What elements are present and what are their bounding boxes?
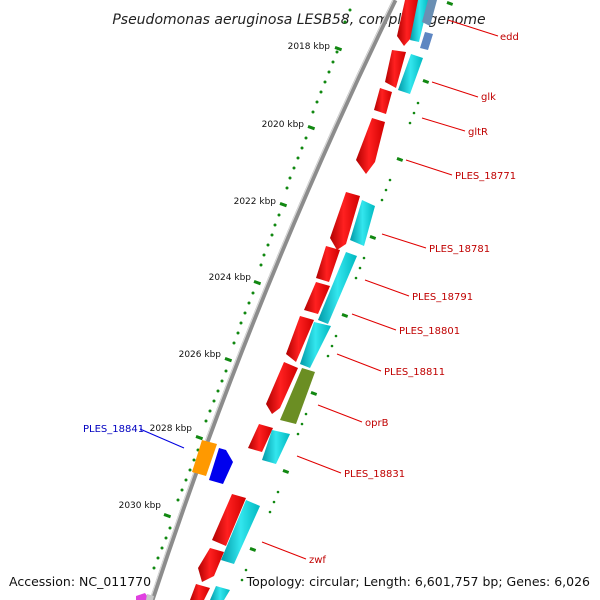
cyan-feature-7[interactable] xyxy=(221,500,260,564)
gene-feature-ples18791-b[interactable] xyxy=(304,282,330,314)
gene-label-ples18771[interactable]: PLES_18771 xyxy=(455,171,516,182)
backbone-arc xyxy=(149,0,398,600)
gene-feature-glk-b[interactable] xyxy=(374,88,392,114)
scale-ring xyxy=(152,8,352,570)
red-features xyxy=(190,0,419,600)
leader-lines xyxy=(261,19,499,560)
gene-feature-ples18841-blue[interactable] xyxy=(209,448,233,484)
gene-feature-zwf-a[interactable] xyxy=(212,494,246,546)
topology-text: Topology: circular; Length: 6,601,757 bp… xyxy=(246,574,590,589)
tick-label-2028: 2028 kbp xyxy=(150,424,193,434)
cyan-feature-2[interactable] xyxy=(398,54,423,94)
backbone-arc-highlight xyxy=(149,0,394,600)
cyan-feature-3[interactable] xyxy=(350,200,375,246)
gene-feature-ples18791-a[interactable] xyxy=(316,246,340,282)
gene-label-ples18841[interactable]: PLES_18841 xyxy=(83,424,144,435)
gray-feature-top[interactable] xyxy=(422,0,437,26)
gene-feature-zwf-c[interactable] xyxy=(190,584,210,600)
gene-feature-glk-a[interactable] xyxy=(385,50,406,88)
gray-feature-top-2[interactable] xyxy=(420,32,433,50)
cyan-feature-1[interactable] xyxy=(410,0,429,42)
tick-label-2018: 2018 kbp xyxy=(288,42,331,52)
tick-label-2024: 2024 kbp xyxy=(209,273,252,283)
gene-label-glk[interactable]: glk xyxy=(481,92,496,103)
gene-label-ples18801[interactable]: PLES_18801 xyxy=(399,326,460,337)
tick-label-2022: 2022 kbp xyxy=(234,197,277,207)
feature-ticks xyxy=(240,1,454,582)
gene-label-ples18781[interactable]: PLES_18781 xyxy=(429,244,490,255)
tick-label-2026: 2026 kbp xyxy=(179,350,222,360)
gene-feature-zwf-b[interactable] xyxy=(198,548,224,582)
cyan-feature-5[interactable] xyxy=(300,322,331,368)
gene-feature-gltR[interactable] xyxy=(356,118,385,174)
gene-label-oprB[interactable]: oprB xyxy=(365,418,389,429)
gene-label-ples18791[interactable]: PLES_18791 xyxy=(412,292,473,303)
gene-label-gltR[interactable]: gltR xyxy=(468,127,488,138)
cyan-feature-4[interactable] xyxy=(318,252,357,324)
cyan-feature-6[interactable] xyxy=(262,430,290,464)
tick-label-2020: 2020 kbp xyxy=(262,120,305,130)
gene-label-edd[interactable]: edd xyxy=(500,32,519,43)
map-title: Pseudomonas aeruginosa LESB58, complete … xyxy=(112,12,485,28)
gene-feature-ples18841-orange[interactable] xyxy=(192,440,217,476)
gene-feature-ples18801[interactable] xyxy=(286,316,314,362)
cyan-feature-8[interactable] xyxy=(210,586,230,600)
gene-feature-ples18811[interactable] xyxy=(266,362,298,414)
gene-feature-edd[interactable] xyxy=(397,0,419,46)
gray-feature-bottom[interactable] xyxy=(146,594,154,600)
gene-feature-ples18781[interactable] xyxy=(330,192,360,250)
accession-text: Accession: NC_011770 xyxy=(9,574,151,589)
gene-feature-ples18831[interactable] xyxy=(248,424,273,452)
gene-label-ples18831[interactable]: PLES_18831 xyxy=(344,469,405,480)
gene-feature-oprB[interactable] xyxy=(280,368,315,424)
tick-label-2030: 2030 kbp xyxy=(119,501,162,511)
gene-label-zwf[interactable]: zwf xyxy=(309,555,326,566)
leader-line-ples18841 xyxy=(139,428,185,449)
gene-label-ples18811[interactable]: PLES_18811 xyxy=(384,367,445,378)
cyan-features xyxy=(210,0,429,600)
